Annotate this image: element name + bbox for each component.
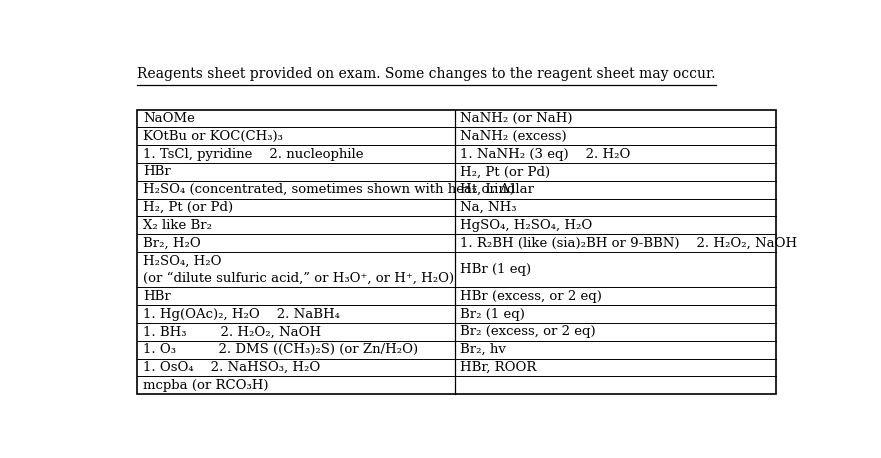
Text: 1. TsCl, pyridine    2. nucleophile: 1. TsCl, pyridine 2. nucleophile (143, 147, 363, 161)
Text: mcpba (or RCO₃H): mcpba (or RCO₃H) (143, 379, 269, 392)
Text: Reagents sheet provided on exam. Some changes to the reagent sheet may occur.: Reagents sheet provided on exam. Some ch… (137, 67, 716, 82)
Text: H₂, Pt (or Pd): H₂, Pt (or Pd) (461, 165, 551, 178)
Text: H₂, Pt (or Pd): H₂, Pt (or Pd) (143, 201, 233, 214)
Text: HBr: HBr (143, 290, 171, 303)
Text: 1. BH₃        2. H₂O₂, NaOH: 1. BH₃ 2. H₂O₂, NaOH (143, 326, 321, 338)
Text: H₂, Lindlar: H₂, Lindlar (461, 183, 535, 196)
Text: HBr, ROOR: HBr, ROOR (461, 361, 537, 374)
Text: NaOMe: NaOMe (143, 112, 195, 125)
Text: 1. Hg(OAc)₂, H₂O    2. NaBH₄: 1. Hg(OAc)₂, H₂O 2. NaBH₄ (143, 308, 340, 321)
Text: KOtBu or KOC(CH₃)₃: KOtBu or KOC(CH₃)₃ (143, 130, 283, 143)
Text: H₂SO₄, H₂O
(or “dilute sulfuric acid,” or H₃O⁺, or H⁺, H₂O): H₂SO₄, H₂O (or “dilute sulfuric acid,” o… (143, 255, 454, 285)
Text: Br₂, H₂O: Br₂, H₂O (143, 236, 201, 250)
Text: H₂SO₄ (concentrated, sometimes shown with heat or Δ): H₂SO₄ (concentrated, sometimes shown wit… (143, 183, 515, 196)
Text: HBr: HBr (143, 165, 171, 178)
Text: 1. OsO₄    2. NaHSO₃, H₂O: 1. OsO₄ 2. NaHSO₃, H₂O (143, 361, 320, 374)
Text: HBr (excess, or 2 eq): HBr (excess, or 2 eq) (461, 290, 603, 303)
Text: Br₂ (excess, or 2 eq): Br₂ (excess, or 2 eq) (461, 326, 596, 338)
Text: Na, NH₃: Na, NH₃ (461, 201, 517, 214)
Text: 1. R₂BH (like (sia)₂BH or 9-BBN)    2. H₂O₂, NaOH: 1. R₂BH (like (sia)₂BH or 9-BBN) 2. H₂O₂… (461, 236, 797, 250)
Text: 1. O₃          2. DMS ((CH₃)₂S) (or Zn/H₂O): 1. O₃ 2. DMS ((CH₃)₂S) (or Zn/H₂O) (143, 343, 418, 356)
Text: NaNH₂ (or NaH): NaNH₂ (or NaH) (461, 112, 573, 125)
Text: Br₂ (1 eq): Br₂ (1 eq) (461, 308, 525, 321)
Text: X₂ like Br₂: X₂ like Br₂ (143, 219, 212, 232)
Text: HgSO₄, H₂SO₄, H₂O: HgSO₄, H₂SO₄, H₂O (461, 219, 593, 232)
Text: 1. NaNH₂ (3 eq)    2. H₂O: 1. NaNH₂ (3 eq) 2. H₂O (461, 147, 631, 161)
Text: NaNH₂ (excess): NaNH₂ (excess) (461, 130, 567, 143)
Text: Br₂, hv: Br₂, hv (461, 343, 507, 356)
Text: HBr (1 eq): HBr (1 eq) (461, 263, 531, 276)
